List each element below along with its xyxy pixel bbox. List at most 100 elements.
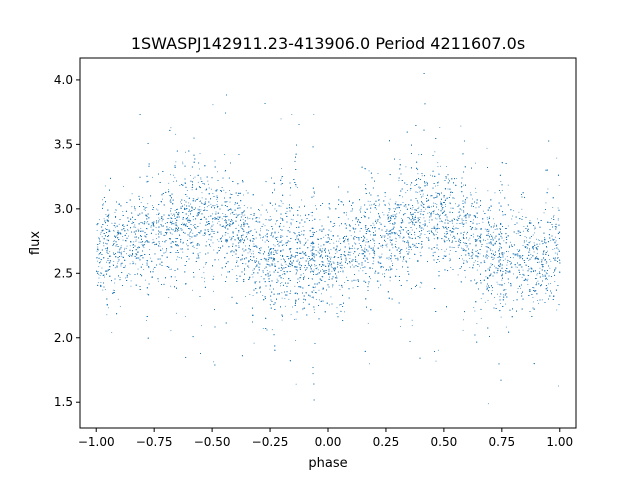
data-point [168, 189, 169, 191]
data-point [389, 223, 391, 224]
data-point [303, 273, 305, 275]
data-point [502, 260, 504, 261]
data-point [313, 297, 315, 299]
data-point [179, 184, 181, 186]
data-point [311, 291, 312, 293]
data-point [458, 211, 460, 213]
data-point [555, 240, 557, 242]
data-point [224, 220, 225, 221]
data-point [435, 217, 437, 219]
data-point [395, 241, 397, 242]
data-point [143, 209, 145, 210]
data-point [177, 256, 179, 258]
data-point [539, 243, 541, 245]
data-points [96, 73, 561, 405]
data-point [255, 266, 256, 268]
data-point [137, 215, 139, 217]
data-point [422, 189, 424, 191]
data-point [457, 247, 459, 248]
data-point [229, 236, 231, 238]
data-point [345, 212, 347, 214]
data-point [319, 299, 320, 301]
data-point [428, 199, 429, 201]
data-point [534, 228, 535, 230]
data-point [529, 220, 531, 222]
data-point [314, 264, 316, 266]
data-point [340, 261, 342, 263]
data-point [339, 238, 341, 240]
data-point [441, 249, 443, 250]
data-point [497, 283, 499, 285]
data-point [202, 234, 204, 236]
data-point [557, 243, 559, 245]
data-point [288, 298, 290, 300]
data-point [391, 256, 392, 258]
data-point [124, 266, 126, 268]
data-point [192, 198, 194, 200]
data-point [505, 303, 507, 305]
data-point [369, 201, 371, 202]
data-point [477, 250, 478, 251]
data-point [271, 248, 273, 249]
data-point [253, 342, 255, 344]
data-point [280, 184, 282, 186]
data-point [288, 248, 290, 250]
data-point [181, 248, 183, 249]
data-point [437, 166, 439, 168]
data-point [533, 270, 534, 271]
data-point [371, 204, 373, 206]
data-point [382, 273, 383, 275]
data-point [532, 247, 534, 249]
data-point [449, 203, 451, 205]
data-point [197, 181, 199, 183]
data-point [365, 168, 367, 170]
data-point [281, 282, 283, 283]
data-point [479, 265, 480, 267]
data-point [387, 221, 389, 222]
data-point [169, 269, 171, 271]
data-point [104, 242, 106, 244]
data-point [117, 298, 119, 300]
data-point [422, 193, 424, 195]
data-point [245, 296, 246, 297]
data-point [192, 232, 194, 234]
data-point [141, 243, 143, 245]
data-point [495, 254, 496, 256]
data-point [414, 234, 416, 236]
data-point [431, 206, 432, 208]
data-point [410, 221, 412, 222]
data-point [320, 250, 322, 252]
data-point [451, 246, 453, 248]
data-point [475, 192, 477, 193]
data-point [133, 241, 135, 243]
data-point [281, 292, 283, 294]
data-point [300, 215, 302, 217]
data-point [126, 253, 127, 255]
data-point [370, 278, 371, 280]
data-point [99, 275, 101, 276]
data-point [510, 241, 511, 243]
data-point [252, 250, 254, 252]
data-point [422, 205, 424, 207]
data-point [423, 228, 425, 230]
data-point [126, 233, 127, 234]
data-point [267, 275, 269, 277]
data-point [277, 236, 279, 238]
data-point [434, 151, 436, 153]
data-point [409, 189, 411, 191]
data-point [244, 269, 245, 271]
data-point [216, 203, 218, 205]
data-point [212, 104, 214, 106]
data-point [358, 243, 360, 244]
data-point [275, 223, 276, 225]
data-point [169, 227, 171, 229]
data-point [142, 263, 143, 265]
data-point [281, 167, 282, 169]
data-point [392, 263, 393, 265]
data-point [443, 240, 445, 242]
data-point [146, 316, 148, 318]
data-point [190, 203, 191, 205]
data-point [418, 154, 420, 156]
data-point [419, 210, 421, 212]
data-point [339, 289, 341, 290]
